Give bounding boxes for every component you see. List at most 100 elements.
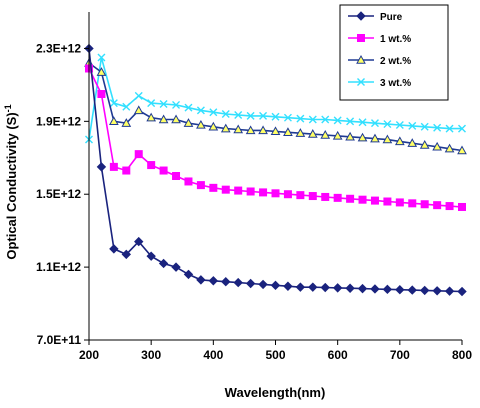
y-axis-title-text: Optical Conductivity (S) (4, 112, 19, 259)
legend-item: 3 wt.% (348, 78, 411, 89)
data-point (109, 116, 119, 126)
data-point (358, 118, 367, 127)
data-point (109, 162, 118, 171)
data-point (432, 141, 442, 151)
data-point (121, 249, 132, 260)
data-point (433, 123, 442, 132)
data-point (382, 284, 393, 295)
data-point (97, 90, 106, 98)
data-point (370, 196, 379, 205)
data-point (172, 172, 181, 180)
legend-item: 1 wt.% (348, 34, 411, 45)
legend-label: 1 wt.% (380, 34, 411, 45)
y-tick-label: 1.1E+12 (36, 260, 81, 274)
data-point (420, 200, 429, 209)
data-point (383, 120, 392, 129)
data-point (345, 283, 355, 293)
data-point (208, 276, 219, 286)
data-point (270, 126, 281, 136)
data-point (133, 105, 144, 115)
y-axis-title-exponent: -1 (3, 104, 13, 112)
data-point (296, 114, 305, 123)
data-point (234, 110, 243, 119)
data-point (408, 121, 417, 130)
data-point (134, 236, 144, 247)
data-point (183, 118, 194, 127)
data-point (308, 282, 318, 292)
data-point (158, 114, 169, 124)
data-point (433, 201, 442, 210)
data-point (357, 34, 365, 42)
data-point (308, 115, 317, 124)
data-point (333, 116, 342, 125)
y-tick-label: 1.9E+12 (36, 114, 81, 128)
data-point (171, 114, 181, 124)
data-point (196, 275, 206, 285)
data-point (97, 53, 106, 62)
data-point (321, 192, 330, 201)
data-point (134, 91, 143, 100)
data-point (321, 115, 330, 124)
data-point (220, 123, 231, 133)
data-point (209, 183, 218, 192)
y-tick-label: 1.5E+12 (36, 187, 81, 201)
data-point (184, 103, 193, 112)
data-point (295, 282, 306, 292)
data-point (271, 189, 280, 198)
data-point (283, 127, 293, 136)
data-point (407, 285, 417, 295)
data-point (221, 185, 230, 194)
data-point (246, 187, 255, 196)
data-point (383, 197, 392, 206)
data-point (370, 119, 379, 128)
data-point (419, 139, 430, 149)
x-tick-label: 400 (203, 348, 223, 362)
data-point (445, 124, 454, 133)
data-point (147, 99, 156, 108)
data-point (258, 279, 268, 290)
data-point (246, 111, 255, 120)
data-point (320, 282, 330, 293)
data-point (458, 124, 466, 133)
data-point (233, 277, 243, 288)
data-point (420, 122, 429, 131)
data-point (308, 192, 317, 201)
data-point (196, 106, 205, 115)
data-point (270, 280, 281, 291)
data-point (283, 113, 292, 122)
data-point (159, 100, 168, 109)
data-point (444, 143, 455, 153)
data-point (208, 121, 219, 131)
x-tick-label: 200 (79, 348, 99, 362)
data-point (382, 134, 393, 144)
svg-text:Optical Conductivity (S)-1: Optical Conductivity (S)-1 (3, 104, 19, 259)
data-point (259, 111, 268, 120)
legend: Pure 1 wt.% 2 wt.% 3 wt.% (339, 4, 449, 101)
x-tick-label: 500 (265, 348, 285, 362)
data-point (122, 102, 131, 111)
series-1-wt- (85, 64, 466, 211)
data-point (346, 194, 355, 203)
legend-item: Pure (348, 11, 403, 23)
data-point (122, 166, 131, 175)
series-pure (84, 43, 467, 297)
data-point (345, 131, 355, 141)
data-point (146, 251, 156, 261)
data-point (346, 117, 355, 126)
data-point (419, 285, 430, 296)
data-point (158, 258, 169, 269)
data-point (172, 100, 181, 109)
data-point (146, 112, 157, 122)
data-point (196, 181, 205, 190)
data-point (121, 118, 132, 127)
data-point (209, 108, 218, 117)
x-tick-label: 600 (328, 348, 348, 362)
data-point (395, 120, 404, 129)
series-2-wt- (84, 57, 467, 155)
x-tick-label: 300 (141, 348, 161, 362)
data-point (295, 128, 306, 137)
data-point (394, 136, 405, 146)
data-point (184, 177, 193, 186)
data-point (159, 166, 168, 175)
legend-label: 2 wt.% (380, 56, 411, 67)
